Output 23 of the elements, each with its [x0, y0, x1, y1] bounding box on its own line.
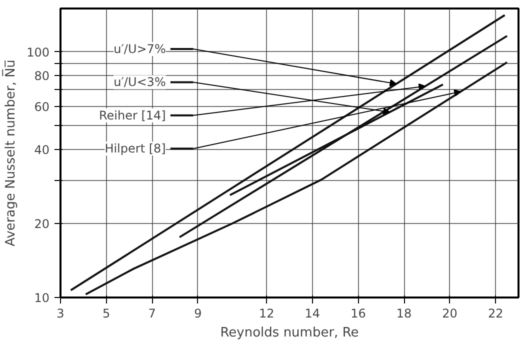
y-tick-label: 80 — [34, 69, 50, 84]
x-tick-label: 5 — [102, 306, 110, 320]
y-tick-label: 10 — [34, 291, 50, 305]
x-tick-label: 18 — [396, 306, 412, 320]
x-tick-label: 20 — [442, 306, 458, 320]
line-series — [84, 61, 508, 296]
x-tick-label: 14 — [304, 306, 320, 320]
y-axis-title: Average Nusselt number, N̅u̅ — [2, 60, 19, 246]
x-tick-label: 16 — [350, 306, 366, 320]
legend-label: u′/U>7% — [114, 42, 166, 56]
legend-label: u′/U<3% — [114, 75, 166, 90]
x-tick-label: 9 — [194, 306, 202, 320]
x-tick-label: 12 — [258, 306, 274, 320]
x-tick-label: 7 — [148, 306, 156, 320]
y-tick-label: 40 — [34, 143, 50, 158]
y-tick-label: 60 — [34, 100, 50, 114]
x-tick-label: 3 — [56, 306, 64, 320]
legend-label: Hilpert [8] — [104, 142, 166, 156]
x-axis-title: Reynolds number, Re — [220, 326, 359, 340]
legend-label: Reiher [14] — [98, 108, 166, 122]
y-tick-label: 100 — [26, 45, 50, 60]
y-tick-label: 20 — [34, 217, 50, 232]
x-tick-label: 22 — [488, 306, 504, 320]
